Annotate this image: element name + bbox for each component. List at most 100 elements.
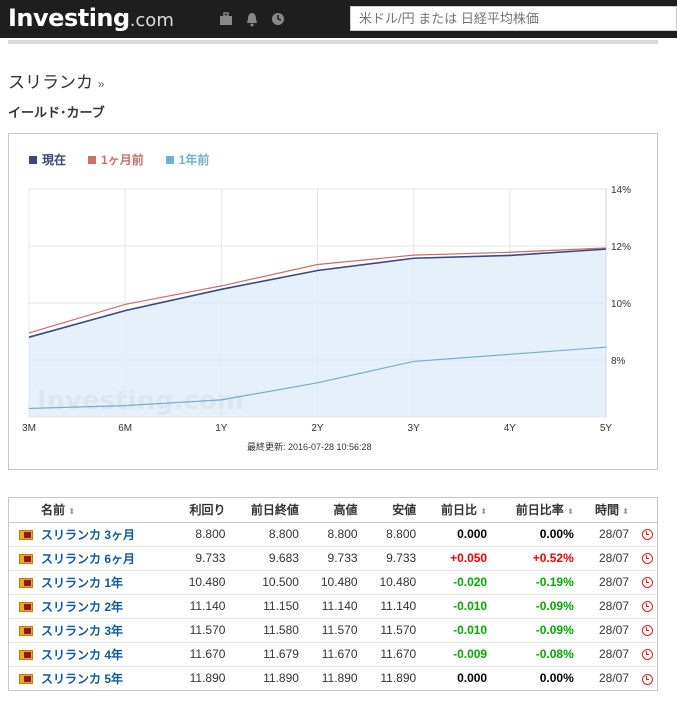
clock-icon [642, 529, 653, 541]
col-yield[interactable]: 利回り [170, 498, 230, 523]
col-time[interactable]: 時間 ⬍ [577, 498, 633, 523]
bond-name-link[interactable]: スリランカ 2年 [37, 594, 171, 619]
change-pct-cell: -0.09% [491, 618, 578, 643]
clock-cell [633, 642, 657, 667]
legend-swatch [165, 155, 174, 164]
top-bar: Investing.com [0, 0, 677, 38]
change-pct-cell: 0.00% [539, 671, 574, 686]
flag-icon [19, 625, 33, 636]
y-tick-label: 14% [611, 185, 631, 196]
section-title: イールド･カーブ [8, 105, 105, 120]
legend-label: 1ヶ月前 [101, 153, 144, 167]
flag-icon [19, 601, 33, 612]
chart-legend: 現在 1ヶ月前 1年前 [29, 151, 209, 168]
low-cell: 8.800 [361, 522, 421, 547]
table-row[interactable]: スリランカ 2年 11.140 11.150 11.140 11.140 -0.010 -0… [9, 594, 657, 619]
change-cell: -0.020 [420, 570, 492, 595]
legend-label: 現在 [42, 153, 67, 167]
yield-cell: 11.670 [170, 642, 230, 667]
col-chg[interactable]: 前日比 ⬍ [420, 498, 492, 523]
bond-name-link[interactable]: スリランカ 5年 [41, 671, 124, 686]
search-input[interactable] [350, 6, 677, 31]
flag-cell [9, 666, 37, 690]
table-row[interactable]: スリランカ 5年 11.890 11.890 11.890 11.890 0.000 0.0… [9, 666, 657, 690]
col-prev[interactable]: 前日終値 [229, 498, 303, 523]
change-pct-cell: -0.09% [491, 594, 578, 619]
change-cell: -0.010 [420, 618, 492, 643]
bond-name-link[interactable]: スリランカ 1年 [37, 570, 171, 595]
col-high[interactable]: 高値 [302, 498, 362, 523]
bond-name-link[interactable]: スリランカ 3ヶ月 [37, 522, 171, 547]
x-tick-label: 2Y [311, 423, 324, 434]
flag-cell [9, 570, 37, 595]
x-tick-label: 4Y [504, 423, 517, 434]
high-cell: 11.670 [302, 642, 362, 667]
table-row[interactable]: スリランカ 3ヶ月 8.800 8.800 8.800 8.800 0.000 0.00% 2… [9, 522, 657, 547]
high-cell: 11.570 [302, 618, 362, 643]
change-cell: 0.000 [457, 671, 488, 686]
briefcase-icon[interactable] [218, 11, 234, 27]
change-pct-cell: -0.19% [491, 570, 578, 595]
col-name[interactable]: 名前 ⬍ [37, 498, 171, 523]
table-row[interactable]: スリランカ 1年 10.480 10.500 10.480 10.480 -0.020 -0… [9, 570, 657, 595]
flag-icon [19, 649, 33, 660]
prev-close-cell: 8.800 [229, 522, 303, 547]
time-cell: 28/07 [577, 546, 633, 571]
bond-name-link[interactable]: スリランカ 3年 [37, 618, 171, 643]
time-cell: 28/07 [577, 570, 633, 595]
high-cell: 11.140 [302, 594, 362, 619]
legend-item[interactable]: 現在 [29, 151, 66, 168]
prev-close-cell: 11.890 [263, 671, 299, 686]
x-tick-label: 3M [22, 423, 36, 434]
clock-icon [642, 553, 653, 565]
current-area-fill [29, 249, 606, 417]
bond-name-link[interactable]: スリランカ 4年 [37, 642, 171, 667]
x-tick-label: 5Y [600, 423, 613, 434]
table-row[interactable]: スリランカ 4年 11.670 11.679 11.670 11.670 -0.009 -0… [9, 642, 657, 667]
high-cell: 8.800 [302, 522, 362, 547]
site-logo[interactable]: Investing.com [8, 4, 174, 32]
change-cell: -0.009 [420, 642, 492, 667]
y-tick-label: 8% [611, 356, 626, 367]
x-tick-label: 6M [118, 423, 132, 434]
legend-swatch [88, 155, 97, 164]
table-row[interactable]: スリランカ 6ヶ月 9.733 9.683 9.733 9.733 +0.050 +0.52… [9, 546, 657, 571]
prev-close-cell: 11.580 [229, 618, 303, 643]
x-tick-label: 1Y [215, 423, 228, 434]
flag-icon [19, 674, 33, 685]
col-low[interactable]: 安値 [361, 498, 421, 523]
time-cell: 28/07 [577, 642, 633, 667]
divider [8, 40, 658, 44]
low-cell: 11.890 [380, 671, 417, 686]
low-cell: 10.480 [361, 570, 421, 595]
legend-item[interactable]: 1年前 [165, 151, 209, 168]
flag-icon [19, 577, 33, 588]
change-cell: -0.010 [420, 594, 492, 619]
clock-icon [642, 601, 653, 613]
chart-plot: 8%10%12%14%3M6M1Y2Y3Y4Y5YInvesting.com [22, 185, 631, 434]
prev-close-cell: 10.500 [229, 570, 303, 595]
bond-name-link[interactable]: スリランカ 6ヶ月 [37, 546, 171, 571]
bell-icon[interactable] [244, 11, 260, 27]
series-line-month-ago [28, 247, 607, 334]
table-row[interactable]: スリランカ 3年 11.570 11.580 11.570 11.570 -0.010 -0… [9, 618, 657, 643]
yield-cell: 8.800 [170, 522, 230, 547]
clock-icon[interactable] [270, 11, 286, 27]
time-cell: 28/07 [577, 618, 633, 643]
table-header-row: 名前 ⬍ 利回り 前日終値 高値 安値 前日比 ⬍ 前日比率 ⬍ 時間 ⬍ [9, 498, 657, 523]
flag-cell [9, 618, 37, 643]
change-cell: +0.050 [420, 546, 492, 571]
legend-swatch [29, 155, 37, 164]
yield-cell: 11.890 [189, 671, 226, 686]
time-cell: 28/07 [577, 594, 633, 619]
yield-cell: 11.570 [170, 618, 230, 643]
legend-item[interactable]: 1ヶ月前 [88, 151, 144, 168]
page-title[interactable]: スリランカ » [8, 73, 105, 92]
change-pct-cell: 0.00% [491, 522, 578, 547]
flag-cell [9, 546, 37, 571]
col-chg-pct[interactable]: 前日比率 ⬍ [491, 498, 578, 523]
change-pct-cell: -0.08% [491, 642, 578, 667]
flag-cell [9, 594, 37, 619]
flag-icon [19, 529, 33, 540]
